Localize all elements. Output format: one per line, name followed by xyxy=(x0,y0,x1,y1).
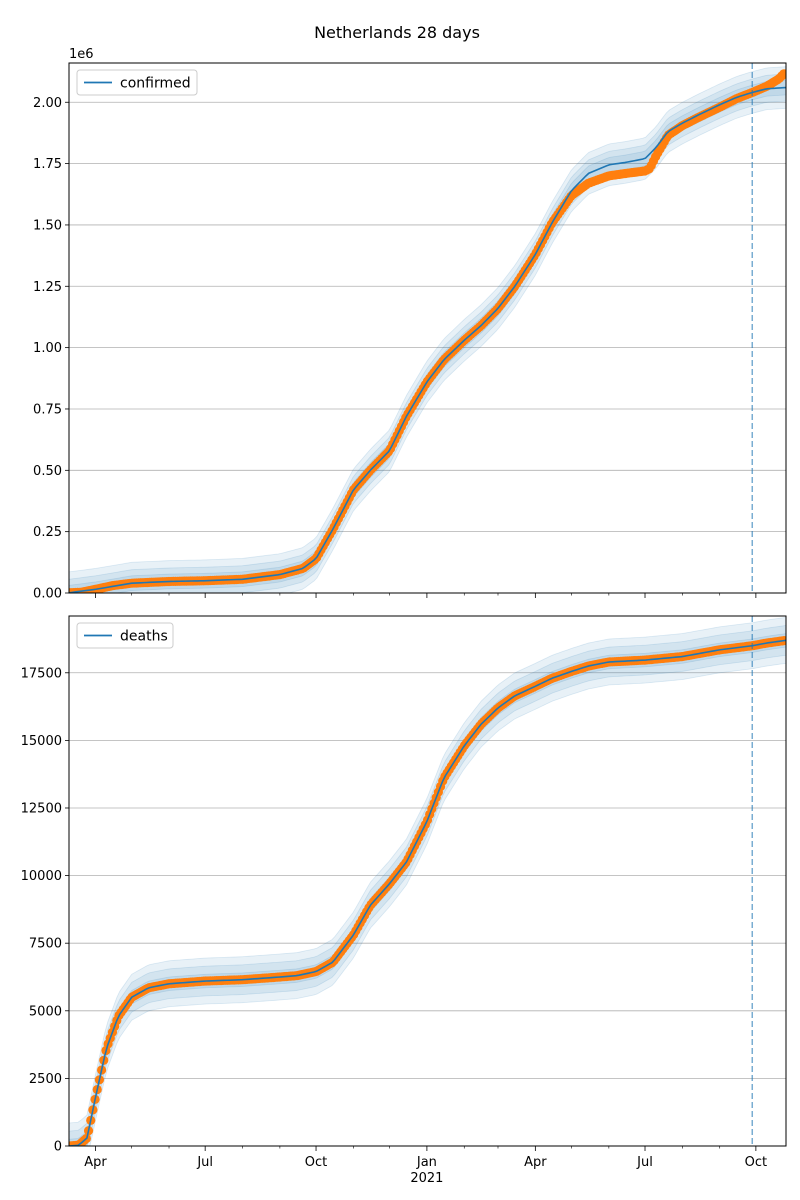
deaths-uncertainty-band xyxy=(69,616,786,1146)
confirmed-legend: confirmed xyxy=(76,69,198,96)
confirmed-y-tick-label: 1.50 xyxy=(33,218,62,233)
confirmed-uncertainty-band xyxy=(69,79,786,593)
deaths-panel: 0 2500 5000 7500 10000 12500 15000 17500 Apr Jul O… xyxy=(21,615,787,1186)
deaths-x-tick-label: Oct xyxy=(305,1155,327,1170)
deaths-legend-label: deaths xyxy=(120,629,168,645)
confirmed-y-tick-label: 0.25 xyxy=(33,525,62,540)
confirmed-y-tick-label: 1.25 xyxy=(33,280,62,295)
confirmed-uncertainty-band xyxy=(69,73,786,593)
deaths-y-tick-label: 5000 xyxy=(29,1004,62,1019)
deaths-axes-frame xyxy=(68,615,787,1147)
deaths-x-tick-label: Apr xyxy=(84,1155,107,1170)
deaths-y-tick-label: 17500 xyxy=(21,666,62,681)
deaths-uncertainty-band xyxy=(69,633,786,1146)
deaths-x-tick-label: Jul xyxy=(636,1155,653,1170)
confirmed-y-tick-label: 0.00 xyxy=(33,587,62,602)
deaths-plot-area xyxy=(69,616,786,1146)
deaths-y-tick-label: 7500 xyxy=(29,937,62,952)
confirmed-offset-text: 1e6 xyxy=(69,47,94,62)
confirmed-legend-box xyxy=(76,69,198,96)
deaths-y-tick-label: 10000 xyxy=(21,869,62,884)
deaths-x-tick-sublabel: 2021 xyxy=(410,1171,443,1186)
deaths-legend-box xyxy=(76,622,174,649)
figure-title: Netherlands 28 days xyxy=(314,23,480,42)
deaths-model-line xyxy=(69,639,786,1146)
deaths-y-tick-label: 12500 xyxy=(21,801,62,816)
confirmed-model-line xyxy=(69,86,786,593)
deaths-uncertainty-band xyxy=(69,625,786,1146)
confirmed-y-tick-label: 0.50 xyxy=(33,464,62,479)
confirmed-y-tick-label: 1.00 xyxy=(33,341,62,356)
deaths-y-tick-label: 2500 xyxy=(29,1072,62,1087)
confirmed-y-tick-label: 1.75 xyxy=(33,157,62,172)
confirmed-uncertainty-band xyxy=(69,66,786,593)
confirmed-axes-frame xyxy=(68,62,787,594)
deaths-legend: deaths xyxy=(76,622,174,649)
deaths-x-tick-label: Jul xyxy=(196,1155,213,1170)
deaths-y-tick-label: 0 xyxy=(54,1140,62,1155)
confirmed-legend-label: confirmed xyxy=(120,76,191,92)
deaths-x-tick-label: Jan xyxy=(416,1155,437,1170)
deaths-x-tick-label: Apr xyxy=(524,1155,547,1170)
confirmed-plot-area xyxy=(69,66,786,593)
confirmed-y-tick-label: 0.75 xyxy=(33,402,62,417)
confirmed-y-tick-label: 2.00 xyxy=(33,96,62,111)
deaths-x-tick-label: Oct xyxy=(745,1155,767,1170)
confirmed-panel: 0.00 0.25 0.50 0.75 1.00 1.25 1.50 1.75 2.00 1e6 c… xyxy=(33,47,787,602)
deaths-y-tick-label: 15000 xyxy=(21,734,62,749)
confirmed-observed-point xyxy=(779,69,786,79)
